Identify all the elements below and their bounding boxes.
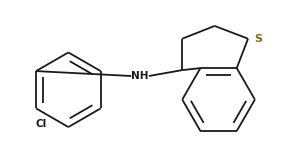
Text: NH: NH [131,71,149,81]
Text: S: S [254,34,262,44]
Text: Cl: Cl [35,119,47,129]
